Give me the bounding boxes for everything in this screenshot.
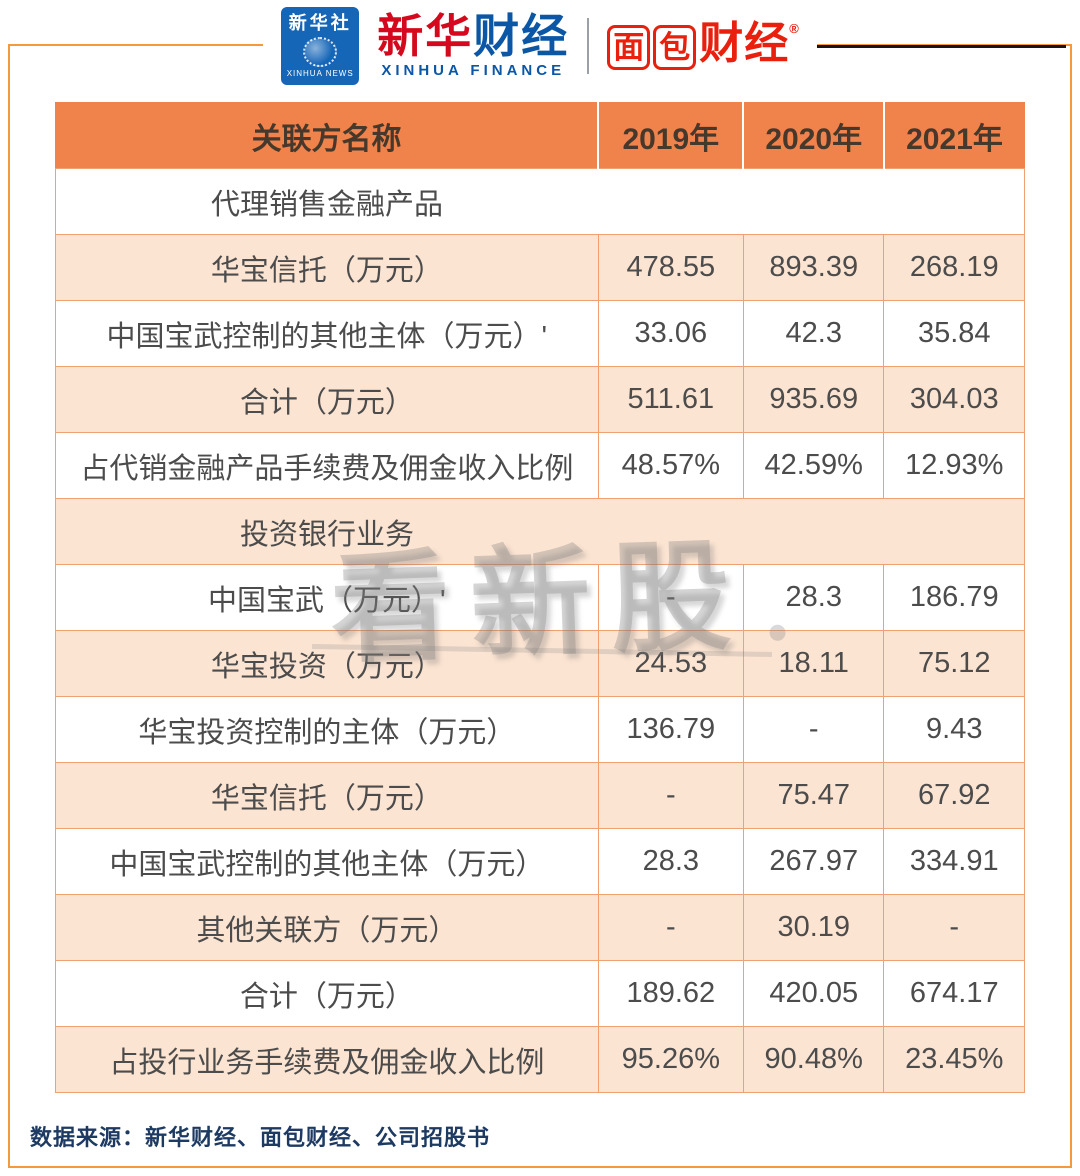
value-cell: 136.79 bbox=[597, 696, 744, 763]
section-cell: 投资银行业务 bbox=[55, 498, 1025, 565]
xinhua-news-en-label: XINHUA NEWS bbox=[286, 68, 354, 78]
value-cell: - bbox=[597, 894, 744, 961]
globe-icon bbox=[303, 36, 338, 67]
table-row: 华宝投资（万元） 24.53 18.11 75.12 bbox=[55, 630, 1025, 697]
table-row: 合计（万元） 189.62 420.05 674.17 bbox=[55, 960, 1025, 1027]
value-cell: 35.84 bbox=[883, 300, 1025, 367]
table-row: 华宝信托（万元） - 75.47 67.92 bbox=[55, 762, 1025, 829]
data-source-note: 数据来源：新华财经、面包财经、公司招股书 bbox=[30, 1125, 491, 1150]
value-cell: 189.62 bbox=[597, 960, 744, 1027]
value-cell: 75.12 bbox=[883, 630, 1025, 697]
table-row: 中国宝武控制的其他主体（万元） 28.3 267.97 334.91 bbox=[55, 828, 1025, 895]
value-cell: 18.11 bbox=[742, 630, 885, 697]
row-label: 中国宝武（万元）' bbox=[55, 564, 599, 631]
value-cell: 893.39 bbox=[742, 234, 885, 301]
bread-finance-boxed-char-2: 包 bbox=[653, 25, 697, 70]
section-label: 代理销售金融产品 bbox=[211, 188, 444, 221]
table-row: 华宝投资控制的主体（万元） 136.79 - 9.43 bbox=[55, 696, 1025, 763]
table-container: 关联方名称 2019年 2020年 2021年 代理销售金融产品 华宝信托（万元… bbox=[55, 102, 1025, 1093]
value-cell: 186.79 bbox=[883, 564, 1025, 631]
value-cell: 511.61 bbox=[597, 366, 744, 433]
row-label: 华宝信托（万元） bbox=[55, 234, 599, 301]
logo-group: 新华社 XINHUA NEWS 新华财经 XINHUA FINANCE 面 包 … bbox=[263, 7, 817, 85]
value-cell: 33.06 bbox=[597, 300, 744, 367]
value-cell: 267.97 bbox=[742, 828, 885, 895]
value-cell: - bbox=[742, 696, 885, 763]
value-cell: 30.19 bbox=[742, 894, 885, 961]
row-label: 华宝投资（万元） bbox=[55, 630, 599, 697]
xinhua-finance-logo: 新华财经 XINHUA FINANCE bbox=[377, 13, 569, 79]
value-cell: - bbox=[597, 564, 744, 631]
xinhua-finance-en-label: XINHUA FINANCE bbox=[381, 61, 566, 79]
row-label: 华宝投资控制的主体（万元） bbox=[55, 696, 599, 763]
section-label: 投资银行业务 bbox=[240, 518, 415, 551]
column-header-2021: 2021年 bbox=[882, 102, 1025, 169]
value-cell: 935.69 bbox=[742, 366, 885, 433]
xinhua-finance-cn-red: 新华 bbox=[377, 10, 474, 63]
row-label: 其他关联方（万元） bbox=[55, 894, 599, 961]
row-label: 中国宝武控制的其他主体（万元）' bbox=[55, 300, 599, 367]
table-row: 其他关联方（万元） - 30.19 - bbox=[55, 894, 1025, 961]
value-cell: 24.53 bbox=[597, 630, 744, 697]
related-party-table: 关联方名称 2019年 2020年 2021年 代理销售金融产品 华宝信托（万元… bbox=[55, 102, 1025, 1093]
section-row: 代理销售金融产品 bbox=[55, 168, 1025, 235]
table-row: 华宝信托（万元） 478.55 893.39 268.19 bbox=[55, 234, 1025, 301]
row-label: 占代销金融产品手续费及佣金收入比例 bbox=[55, 432, 599, 499]
value-cell: 42.59% bbox=[742, 432, 885, 499]
logo-divider bbox=[587, 18, 590, 74]
column-header-name: 关联方名称 bbox=[55, 102, 599, 169]
xinhua-finance-cn-label: 新华财经 bbox=[377, 13, 569, 60]
table-header-row: 关联方名称 2019年 2020年 2021年 bbox=[55, 102, 1025, 169]
value-cell: 268.19 bbox=[883, 234, 1025, 301]
value-cell: 334.91 bbox=[883, 828, 1025, 895]
column-header-2019: 2019年 bbox=[597, 102, 744, 169]
value-cell: 48.57% bbox=[597, 432, 744, 499]
column-header-2020: 2020年 bbox=[742, 102, 885, 169]
value-cell: 304.03 bbox=[883, 366, 1025, 433]
bread-finance-cn-label: 财经 bbox=[699, 19, 790, 68]
row-label: 中国宝武控制的其他主体（万元） bbox=[55, 828, 599, 895]
bread-finance-logo: 面 包 财经 ® bbox=[607, 22, 799, 70]
value-cell: 95.26% bbox=[597, 1026, 744, 1093]
table-row: 中国宝武控制的其他主体（万元）' 33.06 42.3 35.84 bbox=[55, 300, 1025, 367]
xinhua-news-logo: 新华社 XINHUA NEWS bbox=[281, 7, 360, 85]
section-cell: 代理销售金融产品 bbox=[55, 168, 1025, 235]
value-cell: 42.3 bbox=[742, 300, 885, 367]
row-label: 合计（万元） bbox=[55, 366, 599, 433]
value-cell: 75.47 bbox=[742, 762, 885, 829]
bread-finance-boxed-char-1: 面 bbox=[607, 25, 651, 70]
value-cell: 67.92 bbox=[883, 762, 1025, 829]
value-cell: - bbox=[597, 762, 744, 829]
header-rule-line bbox=[816, 44, 1066, 48]
row-label: 占投行业务手续费及佣金收入比例 bbox=[55, 1026, 599, 1093]
section-row: 投资银行业务 bbox=[55, 498, 1025, 565]
table-row: 合计（万元） 511.61 935.69 304.03 bbox=[55, 366, 1025, 433]
xinhua-news-cn-label: 新华社 bbox=[288, 13, 352, 33]
table-row: 占代销金融产品手续费及佣金收入比例 48.57% 42.59% 12.93% bbox=[55, 432, 1025, 499]
value-cell: 90.48% bbox=[742, 1026, 885, 1093]
table-row: 中国宝武（万元）' - 28.3 186.79 bbox=[55, 564, 1025, 631]
value-cell: 28.3 bbox=[597, 828, 744, 895]
value-cell: 674.17 bbox=[883, 960, 1025, 1027]
registered-trademark-icon: ® bbox=[789, 21, 799, 36]
row-label: 合计（万元） bbox=[55, 960, 599, 1027]
table-row: 占投行业务手续费及佣金收入比例 95.26% 90.48% 23.45% bbox=[55, 1026, 1025, 1093]
value-cell: 28.3 bbox=[742, 564, 885, 631]
header-logo-bar: 新华社 XINHUA NEWS 新华财经 XINHUA FINANCE 面 包 … bbox=[14, 4, 1066, 88]
value-cell: 23.45% bbox=[883, 1026, 1025, 1093]
row-label: 华宝信托（万元） bbox=[55, 762, 599, 829]
value-cell: 420.05 bbox=[742, 960, 885, 1027]
value-cell: 9.43 bbox=[883, 696, 1025, 763]
value-cell: - bbox=[883, 894, 1025, 961]
value-cell: 478.55 bbox=[597, 234, 744, 301]
xinhua-finance-cn-blue: 财经 bbox=[473, 10, 570, 63]
value-cell: 12.93% bbox=[883, 432, 1025, 499]
